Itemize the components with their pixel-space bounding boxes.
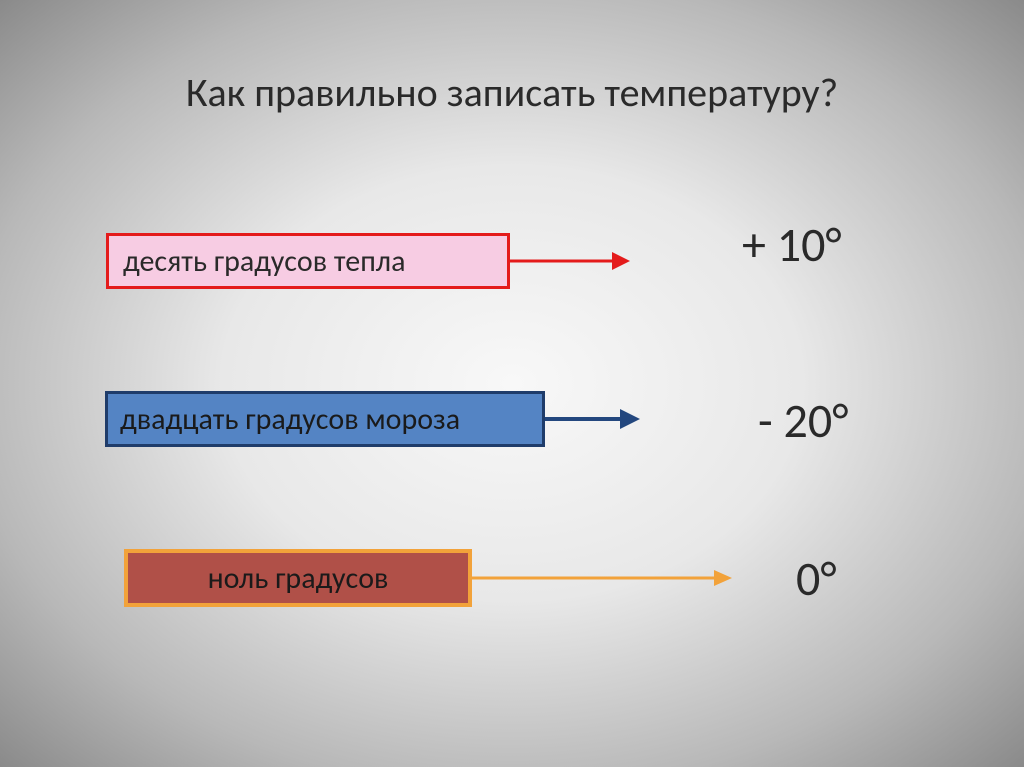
arrow-warm-line (510, 260, 614, 263)
box-warm: десять градусов тепла (106, 233, 510, 289)
slide-title: Как правильно записать температуру? (0, 68, 1024, 117)
value-zero: 0° (796, 549, 837, 608)
arrow-cold-line (545, 417, 622, 421)
box-zero: ноль градусов (124, 549, 472, 607)
box-warm-label: десять градусов тепла (123, 243, 405, 280)
arrow-zero-head (714, 570, 732, 586)
arrow-cold-head (620, 409, 640, 429)
value-warm: + 10° (742, 215, 842, 274)
value-cold: - 20° (758, 391, 848, 450)
arrow-warm-head (612, 252, 630, 270)
box-cold: двадцать градусов мороза (105, 391, 545, 447)
box-zero-label: ноль градусов (208, 560, 389, 597)
arrow-cold (545, 407, 640, 431)
arrow-zero-line (472, 577, 716, 580)
arrow-warm (510, 249, 630, 273)
arrow-zero (472, 566, 732, 590)
box-cold-label: двадцать градусов мороза (120, 401, 460, 438)
